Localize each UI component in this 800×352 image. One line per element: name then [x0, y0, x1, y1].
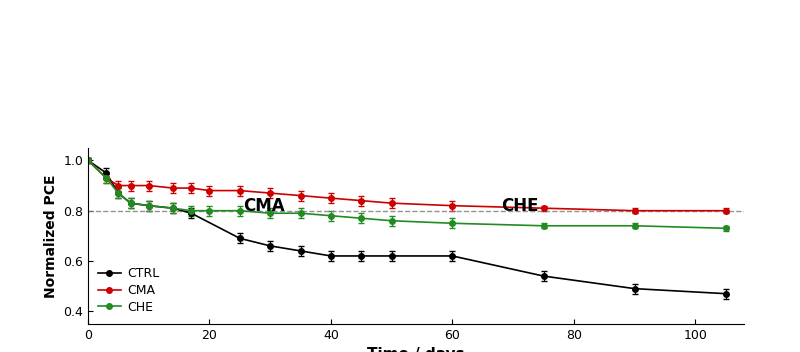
Text: CMA: CMA [243, 197, 285, 215]
Y-axis label: Normalized PCE: Normalized PCE [43, 174, 58, 297]
Legend: CTRL, CMA, CHE: CTRL, CMA, CHE [94, 264, 162, 318]
Text: CHE: CHE [502, 197, 538, 215]
X-axis label: Time / days: Time / days [367, 347, 465, 352]
